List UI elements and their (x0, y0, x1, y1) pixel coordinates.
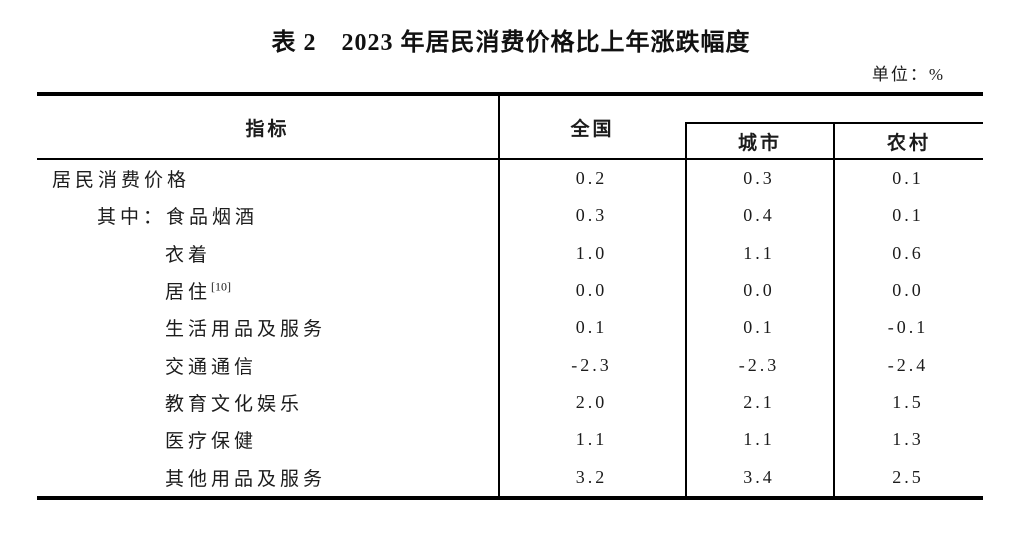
urban-value: 0.0 (743, 280, 775, 301)
national-value: 0.1 (575, 317, 608, 338)
national-value: 3.2 (575, 466, 608, 487)
national-value: -2.3 (571, 354, 612, 375)
row-label: 教育文化娱乐 (165, 394, 304, 416)
urban-value: 0.1 (743, 317, 775, 338)
table-row: 医疗保健 1.1 1.1 1.3 (37, 421, 983, 458)
row-label-cell: 其他用品及服务 (37, 464, 498, 491)
row-label: 生活用品及服务 (165, 319, 327, 341)
row-label: 居民消费价格 (52, 170, 191, 192)
rural-value: 1.3 (892, 429, 924, 450)
row-label: 交通通信 (165, 356, 258, 378)
urban-value: 1.1 (743, 429, 775, 450)
table-row: 其中：食品烟酒 0.3 0.4 0.1 (37, 197, 983, 234)
urban-value: -2.3 (738, 354, 780, 375)
national-value: 2.0 (575, 392, 608, 413)
column-divider-indicator-national (498, 96, 500, 496)
rural-value: 0.6 (892, 242, 924, 263)
national-value: 0.0 (575, 280, 608, 301)
rural-value: 0.1 (892, 205, 924, 226)
row-label: 其他用品及服务 (165, 468, 327, 490)
table-row: 交通通信 -2.3 -2.3 -2.4 (37, 347, 983, 384)
footnote-ref: [10] (211, 279, 232, 294)
table-row: 教育文化娱乐 2.0 2.1 1.5 (37, 384, 983, 421)
urban-value: 3.4 (743, 466, 775, 487)
cpi-table: 指标 全国 城市 农村 居民消费价格 0.2 0.3 0.1 其中：食品烟酒 0… (37, 92, 983, 500)
table-row: 居住[10] 0.0 0.0 0.0 (37, 272, 983, 309)
row-label-cell: 生活用品及服务 (37, 314, 498, 341)
column-divider-national-urban (685, 122, 687, 496)
rural-value: -2.4 (887, 354, 929, 375)
urban-value: 0.4 (743, 205, 775, 226)
table-row: 其他用品及服务 3.2 3.4 2.5 (37, 459, 983, 496)
table-row: 生活用品及服务 0.1 0.1 -0.1 (37, 309, 983, 346)
column-divider-urban-rural (833, 122, 835, 496)
table-title: 表 2 2023 年居民消费价格比上年涨跌幅度 (271, 30, 751, 56)
row-label: 医疗保健 (165, 431, 258, 453)
national-value: 1.1 (575, 429, 608, 450)
row-label: 居住 (165, 282, 212, 304)
row-label-cell: 衣着 (37, 240, 498, 267)
column-header-indicator: 指标 (245, 118, 290, 140)
national-value: 0.2 (575, 168, 608, 189)
urban-value: 1.1 (743, 242, 775, 263)
rural-value: 0.0 (892, 280, 924, 301)
header-bottom-rule (37, 158, 983, 160)
national-value: 0.3 (575, 205, 608, 226)
rural-value: 2.5 (892, 466, 924, 487)
rural-value: -0.1 (887, 317, 929, 338)
column-header-rural: 农村 (886, 132, 931, 154)
column-header-national: 全国 (570, 118, 615, 140)
rural-value: 1.5 (892, 392, 924, 413)
table-row: 衣着 1.0 1.1 0.6 (37, 235, 983, 272)
urban-value: 2.1 (743, 392, 775, 413)
national-value: 1.0 (575, 242, 608, 263)
unit-label: 单位：% (871, 65, 945, 84)
row-label: 其中：食品烟酒 (97, 207, 259, 229)
column-header-urban: 城市 (737, 132, 782, 154)
rural-value: 0.1 (892, 168, 924, 189)
row-label-cell: 居民消费价格 (37, 165, 498, 192)
row-label-cell: 交通通信 (37, 352, 498, 379)
urban-value: 0.3 (743, 168, 775, 189)
row-label-cell: 居住[10] (37, 277, 498, 304)
table-body: 居民消费价格 0.2 0.3 0.1 其中：食品烟酒 0.3 0.4 0.1 衣… (37, 160, 983, 496)
row-label: 衣着 (165, 244, 212, 266)
row-label-cell: 其中：食品烟酒 (37, 202, 498, 229)
row-label-cell: 医疗保健 (37, 426, 498, 453)
table-row: 居民消费价格 0.2 0.3 0.1 (37, 160, 983, 197)
row-label-cell: 教育文化娱乐 (37, 389, 498, 416)
